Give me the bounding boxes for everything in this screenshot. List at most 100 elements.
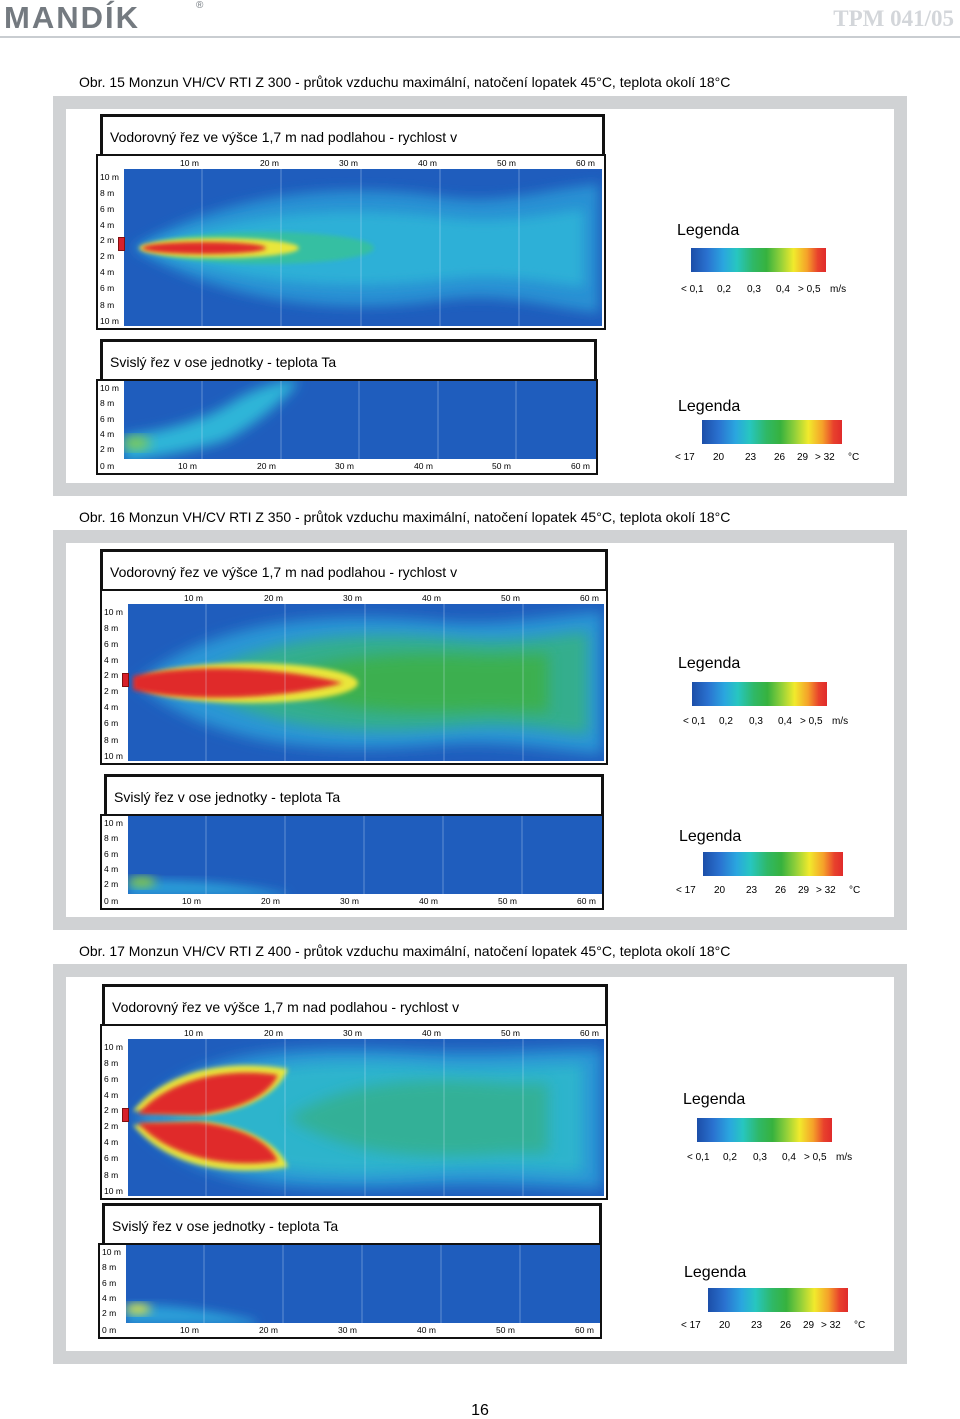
- x-tick: 30 m: [338, 1325, 357, 1335]
- figure-17-panel: Vodorovný řez ve výšce 1,7 m nad podlaho…: [53, 964, 907, 1364]
- y-tick: 6 m: [104, 849, 119, 859]
- y-tick: 8 m: [100, 398, 115, 408]
- legend-label: > 0,5: [800, 716, 823, 727]
- legend-title: Legenda: [678, 398, 741, 415]
- legend-unit: m/s: [832, 716, 849, 727]
- x-tick: 60 m: [575, 1325, 594, 1335]
- y-tick: 8 m: [100, 300, 115, 310]
- legend-label: 0,4: [778, 716, 792, 727]
- temperature-field-render: [126, 1245, 600, 1323]
- x-tick: 60 m: [577, 896, 596, 906]
- legend-label: 20: [713, 452, 725, 463]
- y-tick: 6 m: [100, 204, 115, 214]
- legend-title: Legenda: [678, 655, 741, 672]
- velocity-color-scale: [697, 1118, 832, 1142]
- y-tick: 10 m: [100, 172, 119, 182]
- x-tick: 30 m: [343, 1028, 362, 1038]
- x-tick: 60 m: [571, 461, 590, 471]
- figure-17-caption: Obr. 17 Monzun VH/CV RTI Z 400 - průtok …: [79, 943, 731, 959]
- legend-label: > 0,5: [804, 1152, 827, 1163]
- x-tick: 20 m: [259, 1325, 278, 1335]
- header-divider: [0, 36, 960, 38]
- legend-unit: °C: [849, 885, 861, 896]
- vertical-temperature-plot: 10 m 8 m 6 m 4 m 2 m 0 m 10: [98, 1243, 602, 1339]
- legend-label: 20: [714, 885, 726, 896]
- legend-label: < 17: [675, 452, 695, 463]
- velocity-field: [128, 604, 604, 761]
- y-tick: 6 m: [104, 718, 119, 728]
- figure-16-inner: Vodorovný řez ve výšce 1,7 m nad podlaho…: [66, 543, 894, 917]
- horizontal-plot-title: Vodorovný řez ve výšce 1,7 m nad podlaho…: [100, 114, 605, 156]
- x-tick: 50 m: [496, 1325, 515, 1335]
- x-tick: 10 m: [184, 593, 203, 603]
- x-axis-ticks: 10 m 20 m 30 m 40 m 50 m 60 m: [128, 1026, 606, 1040]
- x-tick: 60 m: [580, 1028, 599, 1038]
- y-tick: 10 m: [104, 607, 123, 617]
- y-tick: 10 m: [100, 316, 119, 326]
- y-tick: 4 m: [100, 220, 115, 230]
- velocity-field-render: [128, 604, 604, 761]
- legend-label: < 17: [676, 885, 696, 896]
- x-tick: 30 m: [343, 593, 362, 603]
- figure-16-panel: Vodorovný řez ve výšce 1,7 m nad podlaho…: [53, 530, 907, 930]
- temperature-field: [128, 816, 602, 894]
- legend-label: 23: [751, 1320, 763, 1331]
- unit-outlet-marker: [122, 1108, 129, 1122]
- y-tick: 6 m: [100, 283, 115, 293]
- legend-label: 20: [719, 1320, 731, 1331]
- y-tick: 4 m: [104, 864, 119, 874]
- y-tick: 2 m: [104, 1105, 119, 1115]
- x-tick: 50 m: [501, 1028, 520, 1038]
- velocity-field: [124, 169, 602, 326]
- y-tick: 8 m: [100, 188, 115, 198]
- y-tick: 4 m: [104, 1137, 119, 1147]
- legend-label: 29: [798, 885, 810, 896]
- horizontal-velocity-plot: 10 m 20 m 30 m 40 m 50 m 60 m 10 m 8 m 6…: [100, 1024, 608, 1200]
- legend-label: 29: [797, 452, 809, 463]
- y-tick: 4 m: [104, 702, 119, 712]
- y-tick: 10 m: [102, 1247, 121, 1257]
- x-axis-ticks: 0 m 10 m 20 m 30 m 40 m 50 m 60 m: [100, 1323, 600, 1337]
- velocity-field-render: [124, 169, 602, 326]
- x-tick: 60 m: [576, 158, 595, 168]
- horizontal-velocity-plot: 10 m 20 m 30 m 40 m 50 m 60 m 10 m 8 m 6…: [100, 589, 608, 765]
- x-axis-ticks: 0 m 10 m 20 m 30 m 40 m 50 m 60 m: [98, 459, 596, 473]
- y-tick: 8 m: [104, 735, 119, 745]
- legend-unit: m/s: [836, 1152, 853, 1163]
- y-tick: 10 m: [104, 1042, 123, 1052]
- x-tick: 0 m: [104, 896, 119, 906]
- temperature-field: [124, 381, 596, 459]
- legend-label: < 0,1: [681, 284, 704, 295]
- x-tick: 10 m: [184, 1028, 203, 1038]
- x-axis-ticks: 10 m 20 m 30 m 40 m 50 m 60 m: [128, 591, 606, 605]
- y-tick: 2 m: [100, 251, 115, 261]
- vertical-plot-title: Svislý řez v ose jednotky - teplota Ta: [100, 339, 597, 381]
- x-tick: 20 m: [261, 896, 280, 906]
- temperature-color-scale: [708, 1288, 848, 1312]
- unit-outlet-marker: [118, 237, 125, 251]
- temperature-color-scale: [702, 420, 842, 444]
- y-tick: 4 m: [104, 655, 119, 665]
- velocity-color-scale: [691, 248, 826, 272]
- legend-label: 0,4: [776, 284, 790, 295]
- x-axis-ticks: 10 m 20 m 30 m 40 m 50 m 60 m: [124, 156, 604, 170]
- y-tick: 10 m: [104, 818, 123, 828]
- x-tick: 10 m: [178, 461, 197, 471]
- legend-label: 0,3: [749, 716, 763, 727]
- y-tick: 10 m: [100, 383, 119, 393]
- legend-label: 0,2: [719, 716, 733, 727]
- y-tick: 2 m: [104, 879, 119, 889]
- y-tick: 8 m: [102, 1262, 117, 1272]
- x-tick: 50 m: [498, 896, 517, 906]
- velocity-color-scale: [692, 682, 827, 706]
- legend-label: > 32: [816, 885, 836, 896]
- legend-label: 23: [745, 452, 757, 463]
- y-tick: 2 m: [104, 670, 119, 680]
- legend-unit: °C: [848, 452, 860, 463]
- figure-15-panel: Vodorovný řez ve výšce 1,7 m nad podlaho…: [53, 96, 907, 496]
- y-tick: 6 m: [104, 639, 119, 649]
- y-tick: 4 m: [100, 267, 115, 277]
- legend-title: Legenda: [684, 1264, 747, 1281]
- temperature-field-render: [128, 816, 602, 894]
- y-tick: 2 m: [100, 444, 115, 454]
